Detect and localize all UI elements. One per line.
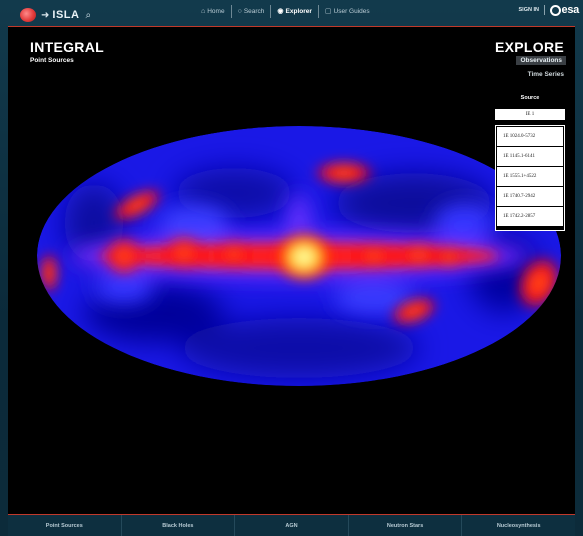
tab-nucleosynthesis[interactable]: Nucleosynthesis (496, 522, 541, 529)
source-option[interactable]: 1E 1024.0-5732 (497, 127, 563, 146)
nav-divider (230, 4, 232, 18)
top-accent-line (8, 26, 575, 27)
nav-explorer-label: Explorer (285, 7, 312, 15)
search-icon[interactable]: ⌕ (85, 9, 92, 21)
explore-title: EXPLORE (494, 39, 564, 55)
esa-logo[interactable]: esa (549, 4, 580, 16)
source-label: Source (520, 95, 540, 101)
bottom-tabs: Point Sources Black Holes AGN Neutron St… (8, 515, 575, 536)
signin-divider (544, 5, 545, 15)
source-option[interactable]: 1E 1555.1+4522 (497, 167, 563, 186)
all-sky-map[interactable] (34, 123, 564, 389)
nav-user-guides[interactable]: ▢ User Guides (319, 7, 376, 16)
time-series-option[interactable]: Time Series (527, 71, 564, 78)
tab-point-sources[interactable]: Point Sources (8, 515, 122, 536)
sign-in-link[interactable]: SIGN IN (518, 7, 539, 13)
arrow-icon: ➜ (41, 9, 50, 21)
book-icon: ▢ (324, 8, 332, 15)
source-option[interactable]: 1E 1742.2-2857 (497, 207, 563, 226)
source-list[interactable]: 1E 1024.0-5732 1E 1145.1-6141 1E 1555.1+… (495, 125, 565, 231)
page-title: INTEGRAL (30, 39, 104, 55)
tab-agn[interactable]: AGN (235, 515, 349, 536)
tab-neutron-stars[interactable]: Neutron Stars (349, 515, 463, 536)
main-nav: ⌂ Home ○ Search ◉ Explorer ▢ User Guides (195, 3, 376, 19)
tab-black-holes[interactable]: Black Holes (122, 515, 236, 536)
isla-logo-icon[interactable] (20, 8, 36, 22)
page-subtitle: Point Sources (30, 57, 74, 64)
observations-option[interactable]: Observations (516, 56, 566, 65)
nav-user-guides-label: User Guides (333, 7, 370, 15)
source-select[interactable]: IE 1 (495, 109, 565, 120)
galactic-center (274, 231, 334, 283)
nav-search[interactable]: ○ Search (232, 8, 271, 15)
brand-name[interactable]: ISLA (52, 9, 80, 21)
nav-divider (270, 4, 272, 18)
search-icon: ○ (237, 7, 242, 15)
source-option[interactable]: 1E 1740.7-2942 (497, 187, 563, 206)
esa-logo-icon (549, 4, 561, 16)
bottom-accent-line (8, 514, 575, 515)
source-option[interactable]: 1E 1145.1-6141 (497, 147, 563, 166)
esa-logo-text: esa (561, 4, 580, 16)
explorer-panel: INTEGRAL Point Sources EXPLORE Observati… (8, 27, 575, 514)
nav-explorer[interactable]: ◉ Explorer (271, 7, 317, 16)
home-icon: ⌂ (201, 7, 206, 15)
eye-icon: ◉ (277, 8, 284, 15)
nav-home[interactable]: ⌂ Home (195, 8, 231, 15)
top-navigation: ➜ ISLA ⌕ (8, 4, 576, 26)
nav-search-label: Search (243, 7, 265, 15)
nav-divider (317, 4, 319, 18)
nav-home-label: Home (207, 7, 225, 15)
